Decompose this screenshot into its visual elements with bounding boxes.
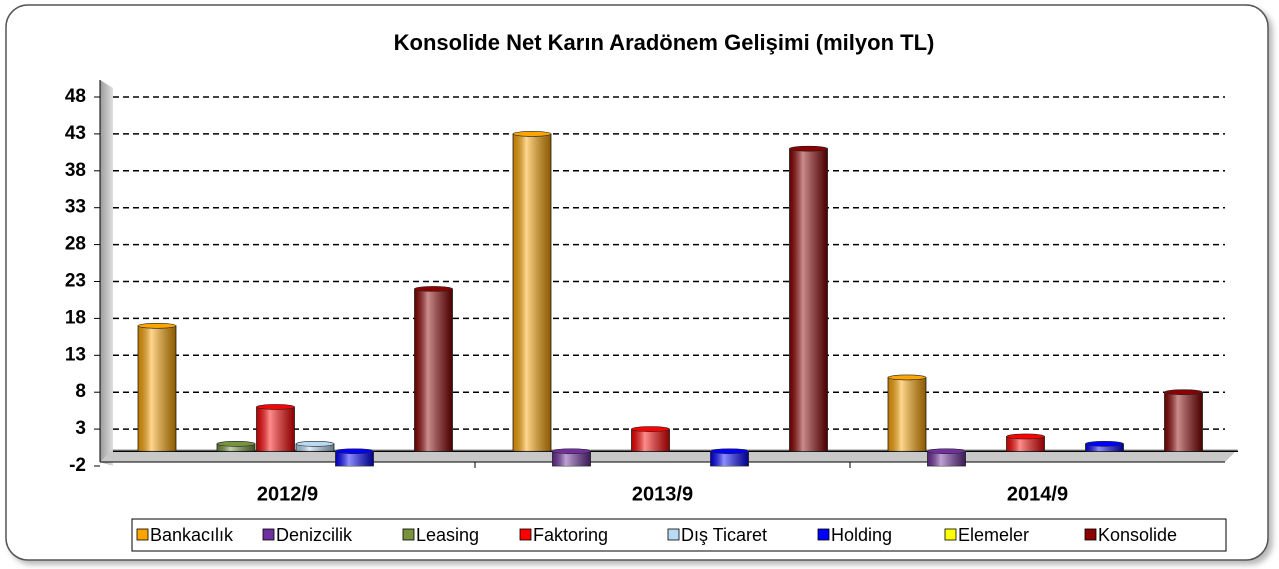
legend-swatch — [817, 528, 830, 541]
bar-shade — [631, 429, 670, 452]
legend-swatch — [402, 528, 415, 541]
legend-swatch — [519, 528, 532, 541]
bar-cap — [927, 448, 966, 455]
bar-shade — [414, 288, 453, 452]
bar-shade — [513, 133, 551, 452]
bar — [216, 441, 256, 452]
side-wall — [100, 80, 113, 466]
chart-frame — [5, 4, 1269, 561]
bar — [887, 374, 927, 452]
legend-label: Bankacılık — [150, 525, 234, 545]
bar — [335, 448, 374, 467]
bar — [789, 145, 828, 452]
bar-cap — [710, 448, 749, 455]
bar-cap — [335, 448, 374, 455]
legend-label: Konsolide — [1098, 525, 1177, 545]
bar — [512, 131, 552, 452]
y-tick-label: 43 — [65, 123, 86, 144]
y-tick-label: 28 — [65, 234, 86, 255]
bar — [137, 322, 177, 452]
bar-cap — [789, 145, 828, 152]
bar — [1006, 433, 1045, 452]
bar-cap — [1006, 433, 1045, 440]
bar-shade — [256, 406, 295, 452]
bar — [256, 404, 295, 452]
bar — [295, 441, 335, 452]
bar-cap — [1085, 441, 1124, 447]
y-tick-label: 48 — [65, 86, 86, 107]
y-tick-label: 38 — [65, 160, 86, 181]
y-tick-label: -2 — [69, 455, 86, 476]
legend-swatch — [1084, 528, 1097, 541]
bar-shade — [710, 451, 749, 466]
chart-title: Konsolide Net Karın Aradönem Gelişimi (m… — [394, 30, 935, 55]
bar-shade — [335, 451, 374, 466]
legend-label: Dış Ticaret — [681, 525, 767, 545]
bar-shade — [1006, 436, 1045, 452]
bar-shade — [888, 377, 926, 452]
x-tick-label: 2014/9 — [1007, 483, 1068, 505]
bar — [1085, 441, 1124, 452]
x-tick-label: 2013/9 — [632, 483, 693, 505]
legend-swatch — [944, 528, 957, 541]
bar-cap — [512, 131, 552, 137]
bar-cap — [887, 374, 927, 381]
legend-swatch — [667, 528, 680, 541]
bar-shade — [296, 443, 334, 452]
legend-swatch — [136, 528, 149, 541]
bar-shade — [138, 325, 176, 452]
bar-shade — [1164, 392, 1203, 452]
x-tick-label: 2012/9 — [257, 483, 318, 505]
y-tick-label: 3 — [75, 418, 86, 439]
y-tick-label: 8 — [75, 381, 86, 402]
bar-cap — [216, 441, 256, 447]
bar-shade — [927, 451, 966, 466]
legend-swatch — [262, 528, 275, 541]
legend-label: Faktoring — [533, 525, 608, 545]
legend-label: Holding — [831, 525, 892, 545]
bar — [631, 426, 670, 452]
bar-cap — [1164, 389, 1203, 396]
legend-label: Leasing — [416, 525, 479, 545]
legend-label: Elemeler — [958, 525, 1029, 545]
bar-cap — [137, 322, 177, 329]
y-tick-label: 23 — [65, 271, 86, 292]
bar — [710, 448, 749, 467]
y-tick-label: 33 — [65, 197, 86, 218]
bar-cap — [295, 441, 335, 447]
bar-cap — [631, 426, 670, 432]
y-tick-label: 18 — [65, 307, 86, 328]
bar-shade — [552, 451, 591, 466]
y-tick-label: 13 — [65, 344, 86, 365]
bar-cap — [256, 404, 295, 410]
legend-label: Denizcilik — [276, 525, 353, 545]
bar-shade — [1085, 443, 1124, 452]
bar-cap — [552, 448, 591, 455]
bar-shade — [789, 148, 828, 452]
bar — [552, 448, 591, 467]
bar-cap — [414, 286, 453, 292]
bar — [414, 286, 453, 452]
bar — [1164, 389, 1203, 452]
bar-shade — [217, 443, 255, 452]
bar — [927, 448, 966, 467]
